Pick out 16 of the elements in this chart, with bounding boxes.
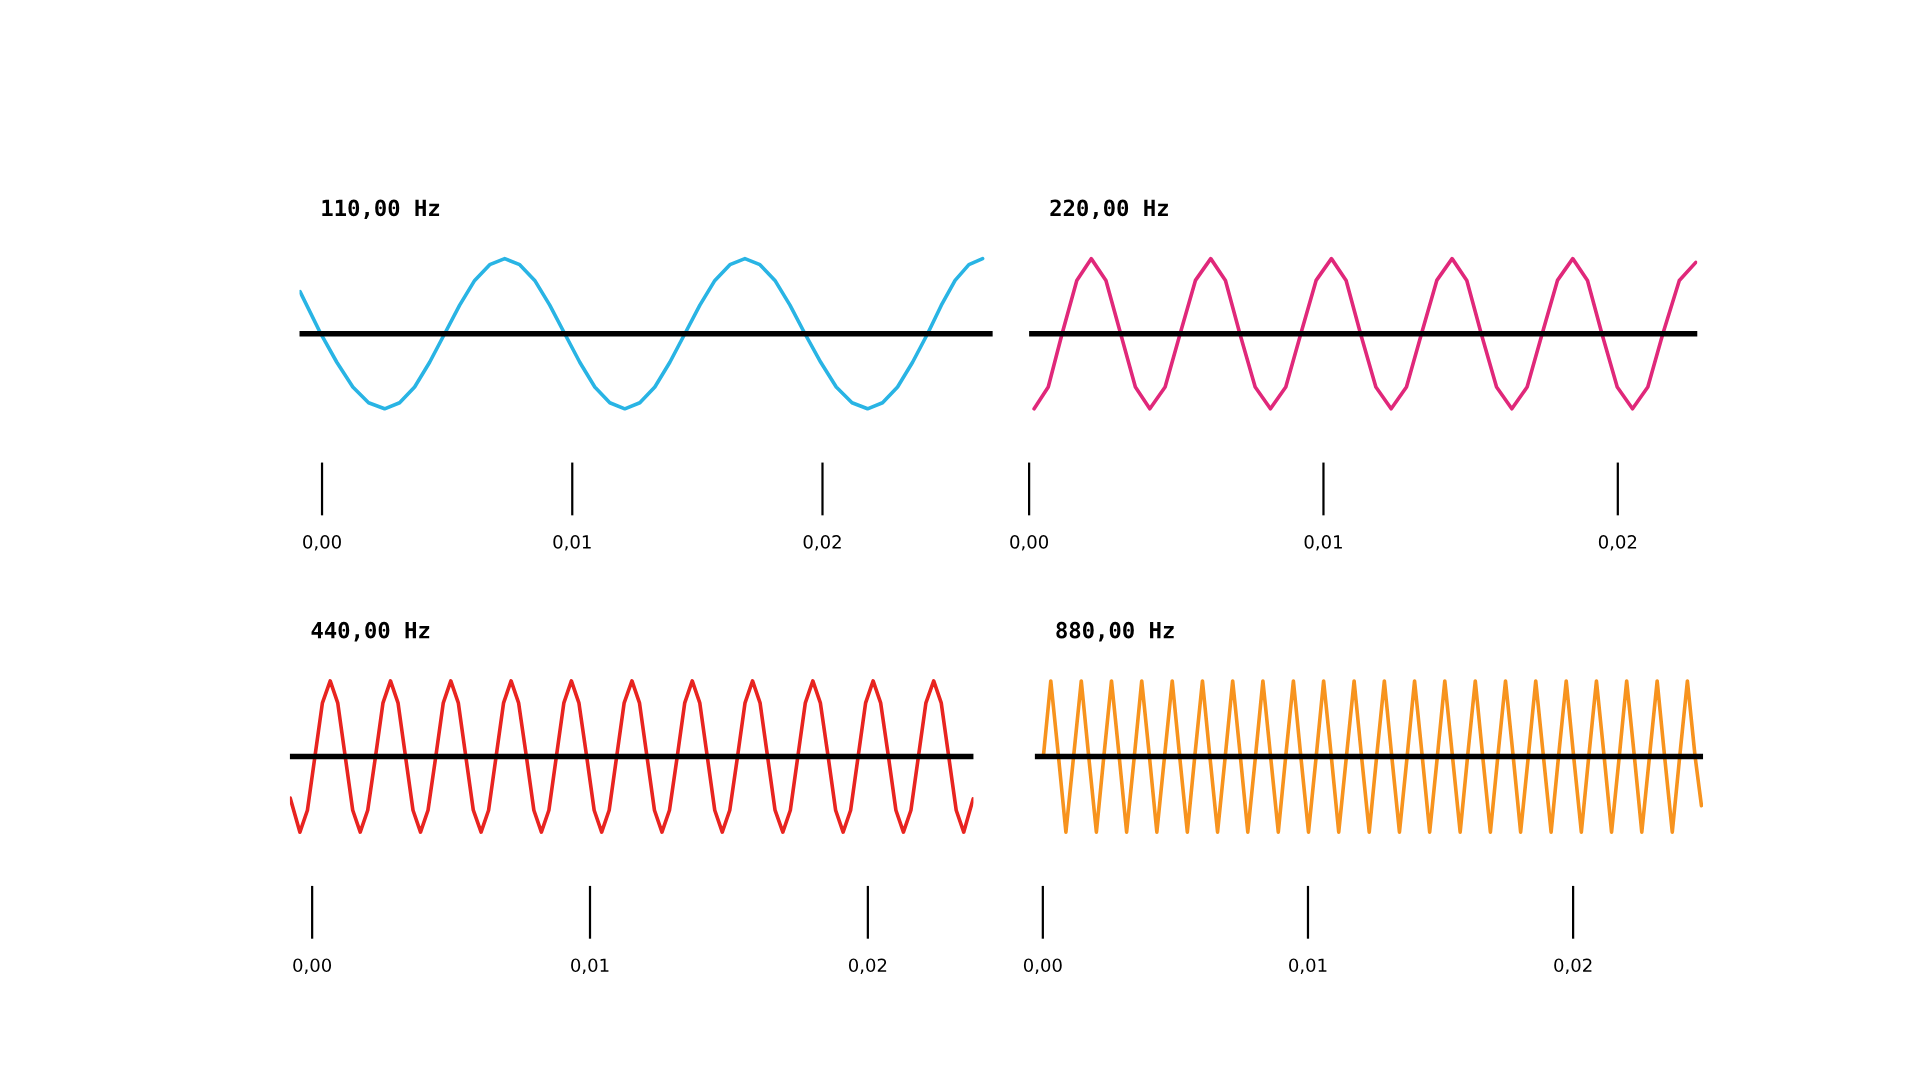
x-tick-label: 0,01 [1289, 958, 1327, 974]
chart-title: 220,00 Hz [1050, 199, 1168, 220]
x-tick-label: 0,01 [553, 535, 591, 551]
x-tick-label: 0,02 [1554, 958, 1592, 974]
chart-title: 110,00 Hz [322, 199, 440, 220]
x-tick-label: 0,00 [1010, 535, 1049, 551]
x-tick-label: 0,00 [1023, 958, 1062, 974]
x-tick-label: 0,00 [303, 535, 341, 551]
x-tick-label: 0,01 [571, 958, 609, 974]
x-tick-label: 0,01 [1304, 535, 1342, 551]
chart-title: 880,00 Hz [1056, 621, 1174, 642]
x-tick-label: 0,02 [848, 958, 887, 974]
x-tick-label: 0,00 [293, 958, 332, 974]
x-tick-label: 0,02 [1598, 535, 1637, 551]
chart-title: 440,00 Hz [311, 621, 430, 642]
x-tick-label: 0,02 [803, 535, 841, 551]
